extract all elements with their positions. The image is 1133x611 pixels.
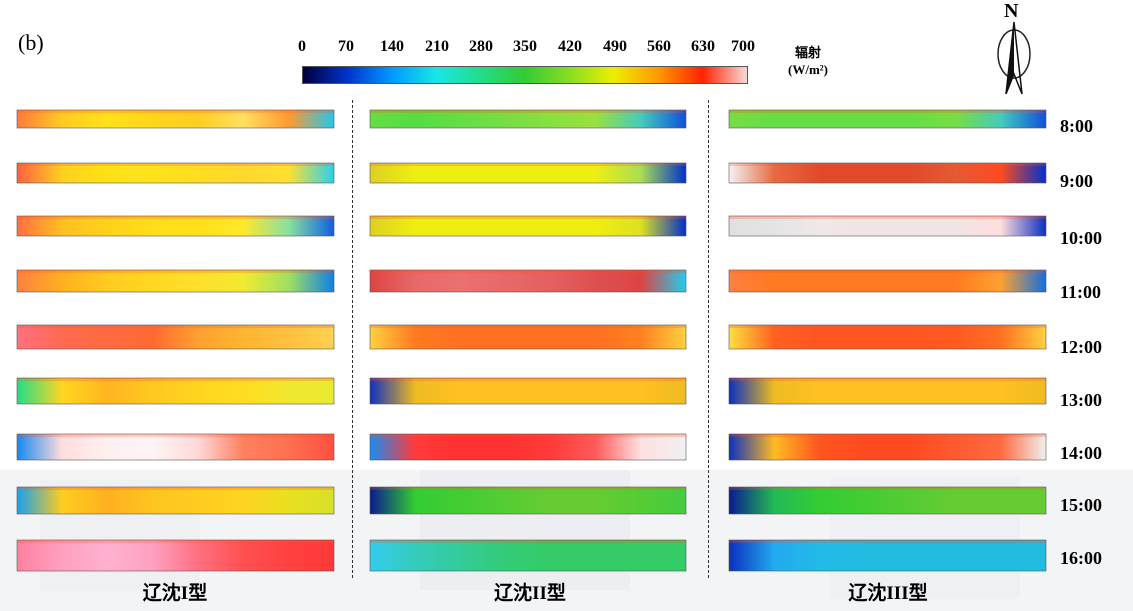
colorbar-tick: 210 bbox=[425, 38, 449, 55]
colorbar-tick: 350 bbox=[513, 38, 537, 55]
heatmap-strip bbox=[728, 433, 1047, 461]
heatmap-strip bbox=[728, 324, 1047, 350]
heatmap-strip-edge bbox=[370, 270, 686, 273]
heatmap-strip-edge bbox=[729, 216, 1046, 219]
heatmap-strip-edge bbox=[17, 487, 334, 490]
heatmap-strip bbox=[16, 433, 335, 461]
colorbar-tick: 140 bbox=[380, 38, 404, 55]
north-arrow-icon bbox=[997, 21, 1031, 95]
time-label: 16:00 bbox=[1060, 548, 1102, 568]
heatmap-strip-edge bbox=[729, 325, 1046, 328]
heatmap-strip bbox=[728, 162, 1047, 184]
heatmap-strip bbox=[369, 215, 687, 237]
heatmap-strip bbox=[16, 539, 335, 572]
heatmap-strip-edge bbox=[370, 325, 686, 328]
column-label: 辽沈I型 bbox=[142, 583, 208, 604]
heatmap-strip-edge bbox=[17, 163, 334, 166]
heatmap-strip bbox=[728, 215, 1047, 237]
column-label: 辽沈III型 bbox=[848, 583, 928, 604]
heatmap-strip-edge bbox=[370, 487, 686, 490]
colorbar-tick: 560 bbox=[647, 38, 671, 55]
colorbar-tick: 70 bbox=[338, 38, 354, 55]
heatmap-strip-edge bbox=[370, 216, 686, 219]
time-label: 11:00 bbox=[1060, 282, 1102, 302]
heatmap-strip bbox=[369, 486, 687, 515]
heatmap-strip bbox=[16, 109, 335, 129]
heatmap-strip-edge bbox=[17, 540, 334, 543]
heatmap-strip-edge bbox=[729, 110, 1046, 113]
heatmap-strip bbox=[16, 324, 335, 350]
heatmap-strip-edge bbox=[729, 434, 1046, 437]
colorbar-title: 辐射 (W/m²) bbox=[778, 44, 838, 78]
heatmap-strip-edge bbox=[370, 163, 686, 166]
colorbar-tick: 700 bbox=[731, 38, 755, 55]
heatmap-strip bbox=[16, 486, 335, 515]
heatmap-strip bbox=[16, 269, 335, 293]
heatmap-strip-edge bbox=[17, 378, 334, 381]
heatmap-strip-edge bbox=[370, 540, 686, 543]
time-label: 15:00 bbox=[1060, 495, 1102, 515]
heatmap-strip bbox=[369, 377, 687, 405]
time-label: 12:00 bbox=[1060, 337, 1102, 357]
heatmap-strip-edge bbox=[729, 378, 1046, 381]
heatmap-strip bbox=[369, 433, 687, 461]
heatmap-strip bbox=[728, 539, 1047, 572]
heatmap-strip-edge bbox=[729, 487, 1046, 490]
colorbar-tick: 280 bbox=[469, 38, 493, 55]
heatmap-strip bbox=[16, 377, 335, 405]
heatmap-strip bbox=[728, 486, 1047, 515]
heatmap-strip bbox=[369, 539, 687, 572]
heatmap-strip bbox=[369, 162, 687, 184]
colorbar-unit: (W/m²) bbox=[788, 62, 828, 77]
colorbar-tick: 0 bbox=[298, 38, 306, 55]
colorbar-tick: 630 bbox=[691, 38, 715, 55]
heatmap-strip bbox=[369, 324, 687, 350]
panel-label: (b) bbox=[18, 30, 44, 55]
heatmap-strip bbox=[728, 377, 1047, 405]
colorbar-tick: 490 bbox=[603, 38, 627, 55]
heatmap-strip-edge bbox=[17, 110, 334, 113]
column-divider bbox=[352, 100, 353, 578]
time-label: 14:00 bbox=[1060, 443, 1102, 463]
heatmap-strip-edge bbox=[17, 434, 334, 437]
time-label: 9:00 bbox=[1060, 171, 1093, 191]
time-label: 8:00 bbox=[1060, 116, 1093, 136]
heatmap-strip bbox=[728, 269, 1047, 293]
colorbar bbox=[302, 66, 748, 84]
colorbar-title-text: 辐射 bbox=[794, 45, 821, 60]
colorbar-tick: 420 bbox=[558, 38, 582, 55]
time-label: 10:00 bbox=[1060, 228, 1102, 248]
heatmap-strip bbox=[728, 109, 1047, 129]
heatmap-strip bbox=[16, 162, 335, 184]
heatmap-strip-edge bbox=[729, 540, 1046, 543]
heatmap-strip bbox=[369, 109, 687, 129]
heatmap-strip-edge bbox=[17, 325, 334, 328]
heatmap-strip-edge bbox=[370, 110, 686, 113]
colorbar-ticks: 0 70 140 210 280 350 420 490 560 630 700 bbox=[0, 0, 1133, 70]
time-label: 13:00 bbox=[1060, 390, 1102, 410]
heatmap-strip-edge bbox=[17, 270, 334, 273]
time-labels: 8:00 9:00 10:00 11:00 12:00 13:00 14:00 … bbox=[1052, 0, 1133, 611]
heatmap-strip-edge bbox=[729, 270, 1046, 273]
column-label: 辽沈II型 bbox=[494, 583, 566, 604]
heatmap-strip-edge bbox=[370, 378, 686, 381]
heatmap-strip bbox=[16, 215, 335, 237]
heatmap-strip-edge bbox=[370, 434, 686, 437]
heatmap-strip-edge bbox=[729, 163, 1046, 166]
compass-letter: N bbox=[1004, 0, 1019, 22]
column-divider bbox=[708, 100, 709, 578]
heatmap-strip bbox=[369, 269, 687, 293]
heatmap-strip-edge bbox=[17, 216, 334, 219]
